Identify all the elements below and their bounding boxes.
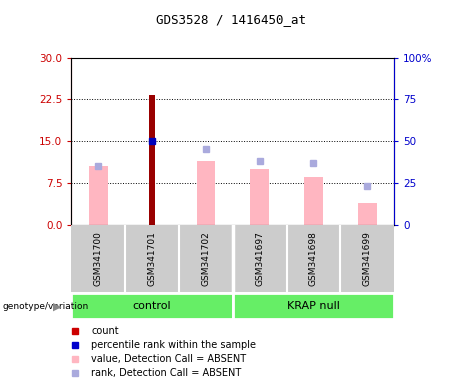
Text: GSM341698: GSM341698: [309, 231, 318, 286]
Text: GDS3528 / 1416450_at: GDS3528 / 1416450_at: [155, 13, 306, 26]
Bar: [149, 95, 155, 225]
Bar: [233, 293, 394, 319]
Bar: [358, 204, 377, 225]
Text: genotype/variation: genotype/variation: [2, 302, 89, 311]
Text: control: control: [133, 301, 171, 311]
Text: GSM341700: GSM341700: [94, 231, 103, 286]
Text: percentile rank within the sample: percentile rank within the sample: [91, 340, 256, 350]
Bar: [196, 161, 215, 225]
Bar: [71, 293, 233, 319]
Text: GSM341699: GSM341699: [363, 231, 372, 286]
Text: count: count: [91, 326, 119, 336]
Text: GSM341701: GSM341701: [148, 231, 157, 286]
Text: ▶: ▶: [53, 301, 62, 311]
Bar: [304, 177, 323, 225]
Text: GSM341697: GSM341697: [255, 231, 264, 286]
Text: value, Detection Call = ABSENT: value, Detection Call = ABSENT: [91, 354, 246, 364]
Bar: [89, 166, 108, 225]
Text: rank, Detection Call = ABSENT: rank, Detection Call = ABSENT: [91, 368, 242, 378]
Bar: [250, 169, 269, 225]
Text: GSM341702: GSM341702: [201, 231, 210, 286]
Text: KRAP null: KRAP null: [287, 301, 340, 311]
